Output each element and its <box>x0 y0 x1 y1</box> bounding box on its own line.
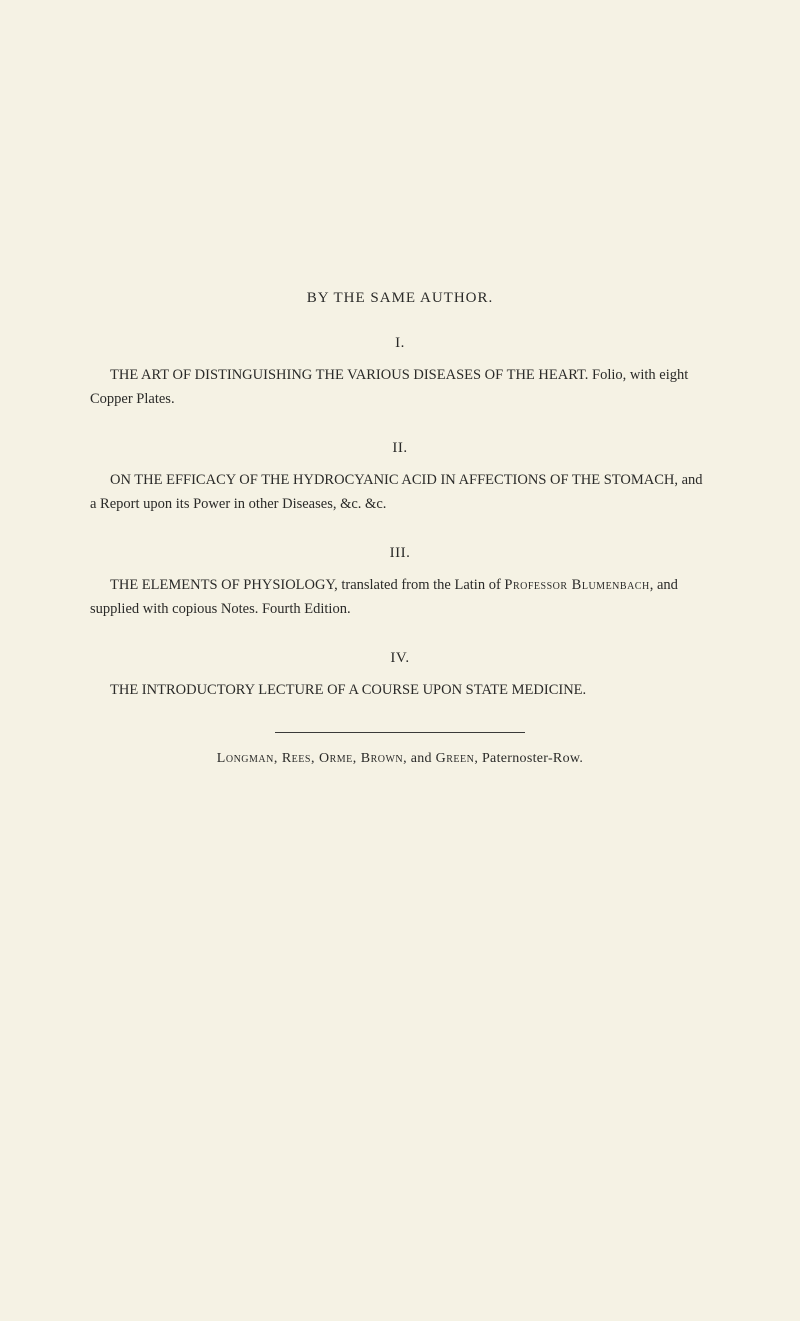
section-1: I. THE ART OF DISTINGUISHING THE VARIOUS… <box>90 335 710 412</box>
publisher-line: Longman, Rees, Orme, Brown, and Green, P… <box>90 751 710 767</box>
publisher-names-1: Longman, Rees, Orme, Brown <box>217 751 403 766</box>
section-body-4: THE INTRODUCTORY LECTURE OF A COURSE UPO… <box>90 679 710 703</box>
section-number-2: II. <box>90 440 710 457</box>
divider-rule <box>275 732 525 733</box>
author-heading: BY THE SAME AUTHOR. <box>90 290 710 307</box>
section-number-3: III. <box>90 545 710 562</box>
section-2: II. ON THE EFFICACY OF THE HYDROCYANIC A… <box>90 440 710 517</box>
publisher-post: , Paternoster-Row. <box>474 751 583 766</box>
section-number-4: IV. <box>90 650 710 667</box>
section-3-smallcaps: Professor Blumenbach <box>504 577 649 593</box>
page-content: BY THE SAME AUTHOR. I. THE ART OF DISTIN… <box>90 290 710 767</box>
section-body-1: THE ART OF DISTINGUISHING THE VARIOUS DI… <box>90 364 710 412</box>
publisher-mid: , and <box>403 751 436 766</box>
section-body-2: ON THE EFFICACY OF THE HYDROCYANIC ACID … <box>90 469 710 517</box>
section-3: III. THE ELEMENTS OF PHYSIOLOGY, transla… <box>90 545 710 622</box>
publisher-names-2: Green <box>436 751 475 766</box>
section-body-3: THE ELEMENTS OF PHYSIOLOGY, translated f… <box>90 574 710 622</box>
section-3-pre: THE ELEMENTS OF PHYSIOLOGY, translated f… <box>110 577 504 593</box>
section-number-1: I. <box>90 335 710 352</box>
section-4: IV. THE INTRODUCTORY LECTURE OF A COURSE… <box>90 650 710 703</box>
